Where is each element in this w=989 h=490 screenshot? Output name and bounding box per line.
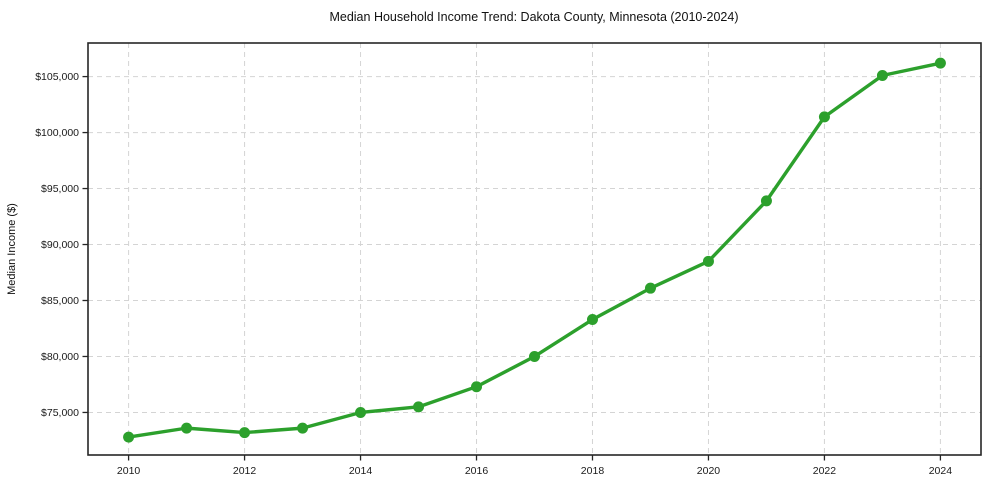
data-point-2022 xyxy=(818,111,830,123)
data-point-2012 xyxy=(239,427,251,439)
data-point-2017 xyxy=(529,350,540,362)
x-tick-label: 2022 xyxy=(813,465,837,477)
chart-title: Median Household Income Trend: Dakota Co… xyxy=(329,10,738,24)
y-tick-label: $100,000 xyxy=(35,127,79,139)
data-point-2020 xyxy=(702,255,714,267)
x-tick-label: 2016 xyxy=(465,465,489,477)
plot-border xyxy=(87,42,982,456)
data-point-2013 xyxy=(297,422,309,434)
x-tick-label: 2020 xyxy=(697,465,721,477)
y-axis-label: Median Income ($) xyxy=(6,203,18,295)
axis-tick-layer: $75,000 $80,000 $85,000 $90,000 $95,000 $100,… xyxy=(35,71,952,477)
data-point-2010 xyxy=(123,431,135,443)
data-point-2024 xyxy=(934,57,946,69)
trend-line xyxy=(126,61,943,439)
x-tick-label: 2010 xyxy=(117,465,141,477)
data-point-2018 xyxy=(586,314,598,326)
data-point-2014 xyxy=(355,406,367,418)
data-point-2023 xyxy=(876,69,888,81)
x-tick-label: 2024 xyxy=(929,465,953,477)
data-point-2016 xyxy=(471,381,483,393)
data-point-2019 xyxy=(644,282,656,294)
y-tick-label: $90,000 xyxy=(41,239,79,251)
x-tick-label: 2012 xyxy=(233,465,257,477)
y-tick-label: $105,000 xyxy=(35,71,79,83)
data-point-2021 xyxy=(760,195,772,207)
y-tick-label: $85,000 xyxy=(41,295,79,307)
y-tick-label: $80,000 xyxy=(41,351,79,363)
y-tick-label: $75,000 xyxy=(41,407,79,419)
data-point-2015 xyxy=(413,401,425,413)
data-point-2011 xyxy=(181,422,193,434)
x-tick-label: 2018 xyxy=(581,465,605,477)
series-layer xyxy=(123,57,946,443)
grid-layer xyxy=(88,43,981,455)
x-tick-label: 2014 xyxy=(349,465,373,477)
y-tick-label: $95,000 xyxy=(41,183,79,195)
